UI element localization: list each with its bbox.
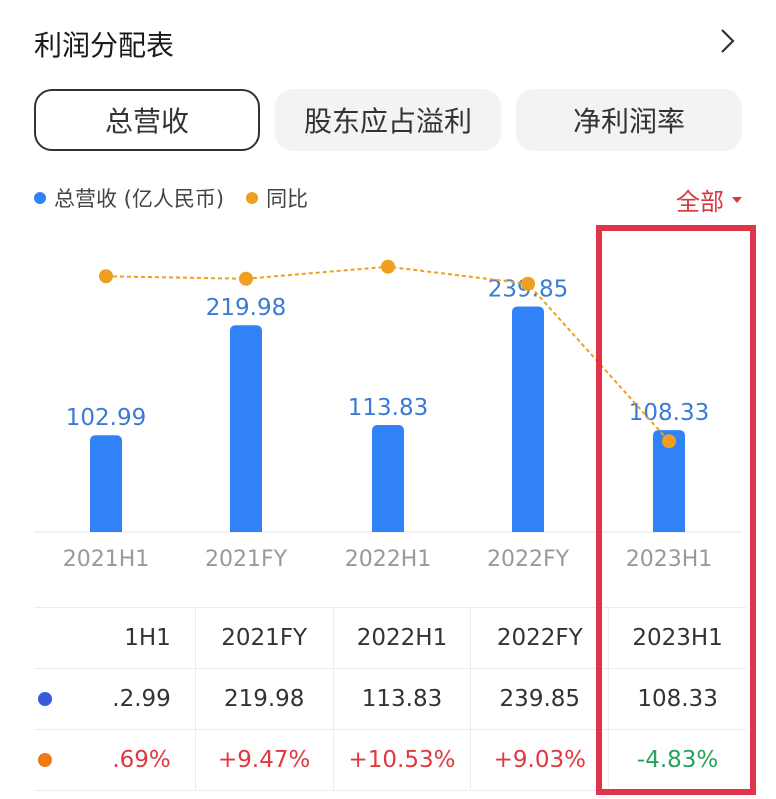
row-dot-orange-icon bbox=[38, 753, 52, 767]
bar bbox=[230, 325, 262, 532]
chevron-right-icon[interactable] bbox=[712, 24, 742, 58]
table-cell: +9.47% bbox=[196, 730, 334, 790]
table-cell-value: .2.99 bbox=[112, 686, 171, 712]
table-header-cell: 2023H1 bbox=[632, 625, 723, 651]
tab-total-revenue[interactable]: 总营收 bbox=[34, 89, 260, 151]
table-cell: +9.03% bbox=[471, 730, 610, 790]
table-cell: -4.83% bbox=[636, 747, 719, 773]
yoy-point bbox=[662, 434, 676, 449]
bar-value-label: 108.33 bbox=[629, 400, 709, 426]
x-tick-label: 2021H1 bbox=[63, 547, 150, 572]
filter-label: 全部 bbox=[676, 188, 724, 216]
table-cell: .69% bbox=[34, 730, 196, 790]
period-filter-dropdown[interactable]: 全部 bbox=[676, 182, 742, 217]
bar-value-label: 219.98 bbox=[206, 295, 286, 321]
tab-net-margin[interactable]: 净利润率 bbox=[516, 89, 742, 151]
x-tick-label: 2022H1 bbox=[345, 547, 432, 572]
data-table: 1H1 2021FY 2022H1 2022FY 2023H1 .2.99 21… bbox=[34, 607, 746, 791]
table-header-cell: 1H1 bbox=[34, 608, 196, 668]
table-cell-value: .69% bbox=[112, 747, 171, 773]
legend-item-yoy: 同比 bbox=[246, 183, 308, 213]
tab-bar: 总营收 股东应占溢利 净利润率 bbox=[34, 89, 746, 153]
yoy-point bbox=[99, 269, 113, 284]
x-tick-label: 2021FY bbox=[205, 547, 288, 572]
row-dot-blue-icon bbox=[38, 692, 52, 706]
legend-label-revenue: 总营收 (亿人民币) bbox=[54, 187, 225, 211]
table-row-yoy: .69% +9.47% +10.53% +9.03% -4.83% bbox=[34, 730, 746, 791]
header: 利润分配表 bbox=[34, 20, 750, 64]
revenue-chart: 102.992021H1219.982021FY113.832022H1239.… bbox=[34, 259, 742, 572]
caret-down-icon bbox=[732, 196, 742, 203]
x-tick-label: 2023H1 bbox=[626, 547, 713, 572]
table-header-cell: 2022FY bbox=[471, 608, 610, 668]
table-row-revenue: .2.99 219.98 113.83 239.85 108.33 bbox=[34, 669, 746, 730]
table-cell: +10.53% bbox=[334, 730, 472, 790]
table-cell: 108.33 bbox=[637, 686, 718, 712]
yoy-point bbox=[381, 259, 395, 274]
legend-dot-blue-icon bbox=[34, 192, 46, 204]
bar bbox=[90, 435, 122, 532]
table-header-cell: 2022H1 bbox=[334, 608, 472, 668]
page-title: 利润分配表 bbox=[34, 29, 175, 62]
table-cell: .2.99 bbox=[34, 669, 196, 729]
table-cell: 239.85 bbox=[471, 669, 610, 729]
table-header-row: 1H1 2021FY 2022H1 2022FY 2023H1 bbox=[34, 608, 746, 669]
legend-item-revenue: 总营收 (亿人民币) bbox=[34, 183, 224, 213]
bar bbox=[372, 424, 404, 532]
chart-legend: 总营收 (亿人民币) 同比 bbox=[34, 183, 330, 213]
bar bbox=[512, 306, 544, 532]
tab-shareholder-profit[interactable]: 股东应占溢利 bbox=[275, 89, 501, 151]
highlight-box bbox=[596, 225, 756, 795]
legend-label-yoy: 同比 bbox=[266, 187, 309, 211]
yoy-point bbox=[521, 276, 535, 291]
legend-dot-orange-icon bbox=[246, 192, 259, 204]
table-header-cell: 2021FY bbox=[196, 608, 334, 668]
table-cell: 113.83 bbox=[334, 669, 472, 729]
table-cell: 219.98 bbox=[196, 669, 334, 729]
yoy-point bbox=[239, 271, 253, 286]
bar-value-label: 113.83 bbox=[348, 395, 428, 421]
x-tick-label: 2022FY bbox=[487, 547, 570, 572]
bar bbox=[653, 430, 685, 532]
bar-value-label: 102.99 bbox=[66, 405, 146, 431]
